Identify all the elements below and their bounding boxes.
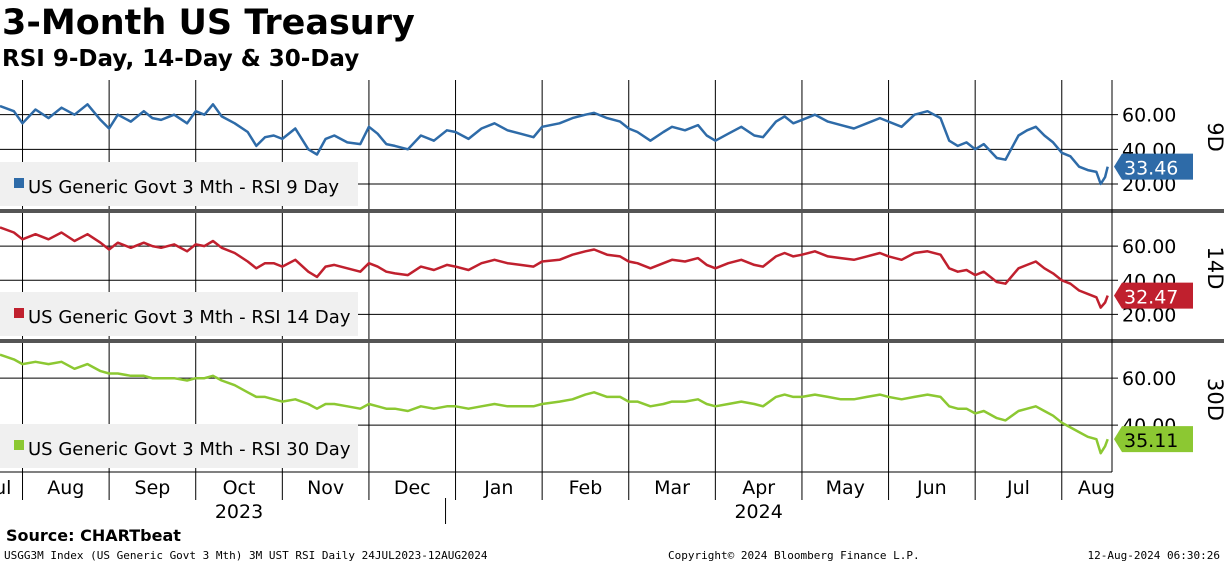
legend-box — [0, 162, 358, 206]
x-tick-label: Apr — [742, 477, 775, 499]
year-label: 2024 — [734, 501, 782, 523]
last-value-label: 33.46 — [1124, 158, 1178, 180]
x-tick-label: Feb — [569, 477, 603, 499]
panel-separator — [0, 339, 1224, 343]
legend-box — [0, 424, 358, 468]
panel-name: 14D — [1203, 247, 1224, 290]
legend-swatch — [14, 440, 24, 450]
year-label: 2023 — [215, 501, 263, 523]
x-tick-label: Nov — [307, 477, 344, 499]
copyright-notice: Copyright© 2024 Bloomberg Finance L.P. — [668, 549, 920, 562]
x-tick-label: May — [826, 477, 865, 499]
panel-name: 9D — [1203, 122, 1224, 152]
y-tick-label: 60.00 — [1122, 368, 1176, 390]
chart-subtitle: RSI 9-Day, 14-Day & 30-Day — [2, 46, 360, 72]
last-value-tag — [1114, 426, 1193, 453]
x-tick-label: Jan — [483, 477, 513, 499]
panel-separator — [0, 209, 1224, 213]
x-tick-label: Sep — [135, 477, 171, 499]
x-tick-label: Jul — [0, 477, 11, 499]
legend-label: US Generic Govt 3 Mth - RSI 14 Day — [28, 307, 351, 328]
panel-name: 30D — [1203, 378, 1224, 421]
last-value-tag — [1114, 153, 1193, 180]
chart-title: 3-Month US Treasury — [2, 3, 415, 43]
legend-swatch — [14, 178, 24, 188]
x-tick-label: Oct — [223, 477, 256, 499]
legend-label: US Generic Govt 3 Mth - RSI 30 Day — [28, 439, 351, 460]
x-tick-label: Jul — [1006, 477, 1030, 499]
legend-label: US Generic Govt 3 Mth - RSI 9 Day — [28, 177, 339, 198]
legend-box — [0, 292, 358, 336]
x-tick-label: Aug — [1078, 477, 1115, 499]
y-tick-label: 20.00 — [1122, 304, 1176, 326]
last-value-label: 35.11 — [1124, 430, 1178, 452]
y-tick-label: 60.00 — [1122, 105, 1176, 127]
last-value-tag — [1114, 282, 1193, 309]
series-line-30D — [0, 353, 1109, 455]
y-tick-label: 60.00 — [1122, 236, 1176, 258]
index-info: USGG3M Index (US Generic Govt 3 Mth) 3M … — [4, 549, 488, 562]
x-tick-label: Mar — [654, 477, 690, 499]
last-value-label: 32.47 — [1124, 287, 1178, 309]
timestamp: 12-Aug-2024 06:30:26 — [1087, 549, 1220, 562]
x-tick-label: Aug — [47, 477, 84, 499]
x-tick-label: Dec — [394, 477, 431, 499]
series-line-14D — [0, 226, 1109, 309]
series-line-9D — [0, 103, 1109, 186]
legend-swatch — [14, 308, 24, 318]
x-tick-label: Jun — [916, 477, 947, 499]
source-label: Source: CHARTbeat — [6, 526, 181, 545]
